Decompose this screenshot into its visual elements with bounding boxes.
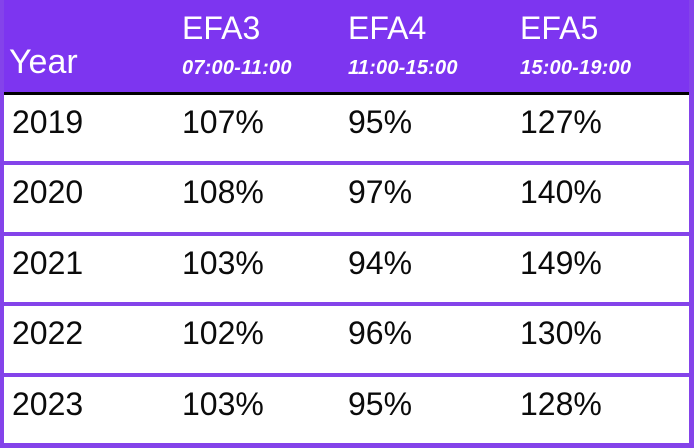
efa3-label: EFA3 <box>182 10 261 46</box>
efa4-value-cell: 95% <box>348 104 413 140</box>
efa4-time-range: 11:00-15:00 <box>348 57 458 79</box>
efa5-time-range: 15:00-19:00 <box>520 57 632 79</box>
efa5-value-cell: 149% <box>520 244 602 281</box>
efa3-value-cell: 107% <box>182 104 264 140</box>
table-row: 2023 103% 95% 128% <box>4 372 689 444</box>
year-cell: 2019 <box>12 104 84 140</box>
efa5-value-cell: 130% <box>520 315 602 352</box>
table-row: 2020 108% 97% 140% <box>4 161 689 232</box>
table-row: 2021 103% 94% 149% <box>4 231 689 303</box>
efa5-column-header: EFA5 15:00-19:00 <box>520 0 689 80</box>
year-cell: 2020 <box>12 174 84 211</box>
table-row: 2022 102% 96% 130% <box>4 302 689 373</box>
year-cell: 2022 <box>12 315 84 352</box>
efa3-value-cell: 103% <box>182 244 264 281</box>
efa5-value-cell: 128% <box>520 385 602 422</box>
efa5-value-cell: 127% <box>520 104 602 140</box>
efa4-value-cell: 96% <box>348 315 413 352</box>
efa3-value-cell: 102% <box>182 315 264 352</box>
efa5-label: EFA5 <box>520 10 599 46</box>
efa5-value-cell: 140% <box>520 174 602 211</box>
efa4-value-cell: 97% <box>348 174 413 211</box>
year-cell: 2021 <box>12 244 84 281</box>
efa4-value-cell: 94% <box>348 244 413 281</box>
table-row: 2019 107% 95% 127% <box>4 95 689 162</box>
table-body: 2019 107% 95% 127% 2020 108% 97% 140% 20… <box>4 95 689 444</box>
efa3-value-cell: 103% <box>182 385 264 422</box>
table-header-row: Year EFA3 07:00-11:00 EFA4 11:00-15:00 E… <box>4 0 689 95</box>
efa3-column-header: EFA3 07:00-11:00 <box>182 0 348 80</box>
year-cell: 2023 <box>12 385 84 422</box>
efa3-value-cell: 108% <box>182 174 264 211</box>
efa4-value-cell: 95% <box>348 385 413 422</box>
year-column-header: Year <box>9 43 78 81</box>
efa4-column-header: EFA4 11:00-15:00 <box>348 0 520 80</box>
efa4-label: EFA4 <box>348 10 427 46</box>
efa3-time-range: 07:00-11:00 <box>182 57 292 79</box>
